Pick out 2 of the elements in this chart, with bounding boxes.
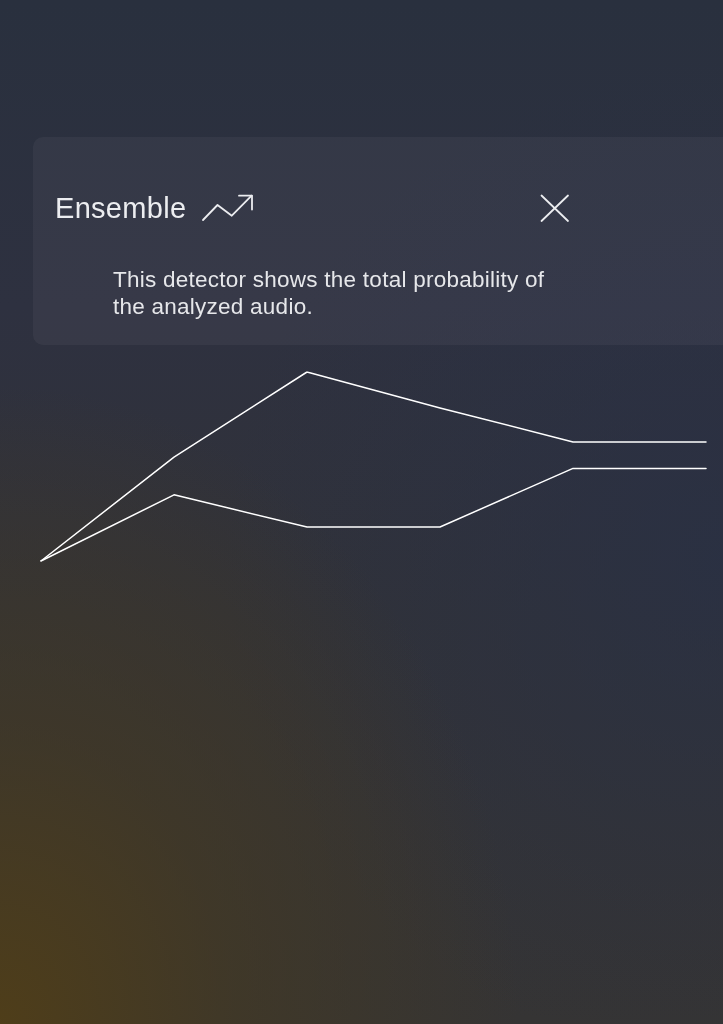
chart-subtitle: This detector shows the total probability of the analyzed audio. xyxy=(113,266,546,320)
chart-title: Ensemble xyxy=(55,191,187,226)
